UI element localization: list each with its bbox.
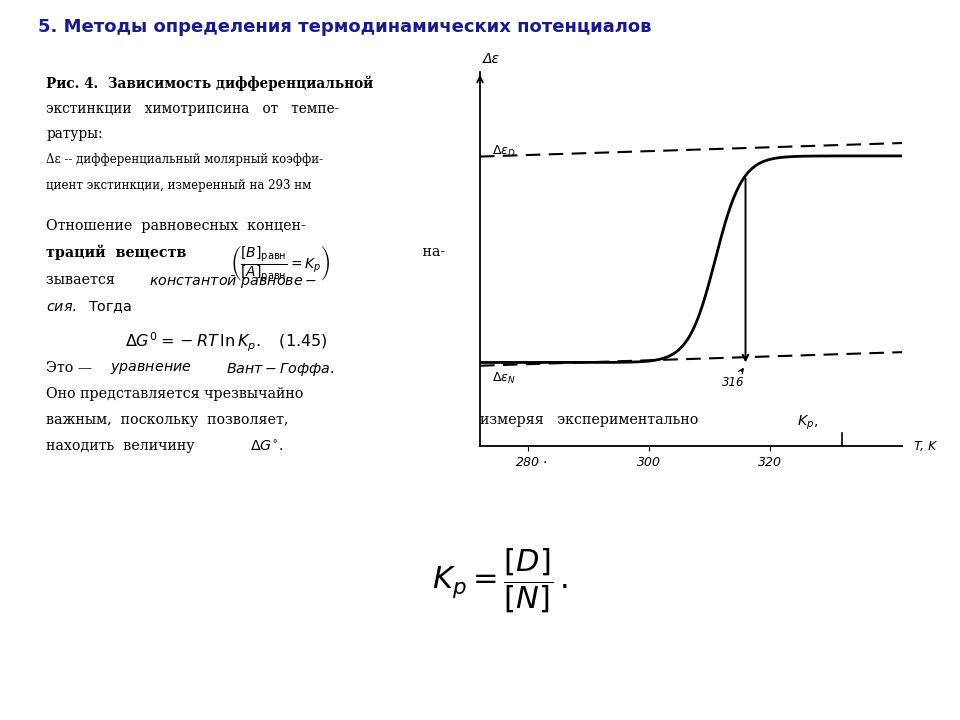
Text: $\Delta\varepsilon_N$: $\Delta\varepsilon_N$ bbox=[492, 371, 516, 386]
Text: $\it{уравнение}$: $\it{уравнение}$ bbox=[110, 361, 192, 377]
Text: экстинкции   химотрипсина   от   темпе-: экстинкции химотрипсина от темпе- bbox=[46, 102, 339, 115]
Text: $\Delta\varepsilon_D$: $\Delta\varepsilon_D$ bbox=[492, 144, 516, 159]
Text: находить  величину: находить величину bbox=[46, 439, 204, 453]
Text: $K_p = \dfrac{[D]}{[N]}\,.$: $K_p = \dfrac{[D]}{[N]}\,.$ bbox=[432, 547, 568, 616]
Text: Это —: Это — bbox=[46, 361, 97, 375]
Text: $\it{константой\ равнове-}$: $\it{константой\ равнове-}$ bbox=[149, 274, 317, 290]
Text: ратуры:: ратуры: bbox=[46, 127, 103, 141]
Text: измеряя   экспериментально: измеряя экспериментально bbox=[480, 413, 698, 427]
Text: циент экстинкции, измеренный на 293 нм: циент экстинкции, измеренный на 293 нм bbox=[46, 179, 311, 192]
Text: $K_p,$: $K_p,$ bbox=[797, 413, 818, 431]
Text: Оно представляется чрезвычайно: Оно представляется чрезвычайно bbox=[46, 387, 303, 401]
Text: Δε -- дифференциальный молярный коэффи-: Δε -- дифференциальный молярный коэффи- bbox=[46, 153, 324, 166]
Text: зывается: зывается bbox=[46, 274, 119, 287]
Text: 5. Методы определения термодинамических потенциалов: 5. Методы определения термодинамических … bbox=[38, 18, 652, 36]
Text: $\left(\dfrac{[B]_{\rm равн}}{[A]_{\rm равн}} = K_p\right)$: $\left(\dfrac{[B]_{\rm равн}}{[A]_{\rm р… bbox=[230, 245, 330, 284]
Text: $\Delta G^0 = -RT\,\text{ln}\,K_p.\quad (1.45)$: $\Delta G^0 = -RT\,\text{ln}\,K_p.\quad … bbox=[125, 330, 327, 354]
Text: $\it{Вант-Гоффа.}$: $\it{Вант-Гоффа.}$ bbox=[226, 361, 334, 379]
Text: $\it{сия.}$  Тогда: $\it{сия.}$ Тогда bbox=[46, 300, 132, 315]
Text: на-: на- bbox=[418, 245, 444, 258]
Text: Рис. 4.  Зависимость дифференциальной: Рис. 4. Зависимость дифференциальной bbox=[46, 76, 373, 91]
Text: Отношение  равновесных  концен-: Отношение равновесных концен- bbox=[46, 219, 306, 233]
Text: траций  веществ: траций веществ bbox=[46, 245, 186, 261]
Text: важным,  поскольку  позволяет,: важным, поскольку позволяет, bbox=[46, 413, 288, 427]
Text: 316: 316 bbox=[722, 369, 745, 390]
Text: Δε: Δε bbox=[483, 52, 500, 66]
Text: T, K: T, K bbox=[915, 440, 937, 453]
Text: .: . bbox=[542, 452, 547, 466]
Text: $\Delta G^{\circ}.$: $\Delta G^{\circ}.$ bbox=[250, 439, 283, 454]
